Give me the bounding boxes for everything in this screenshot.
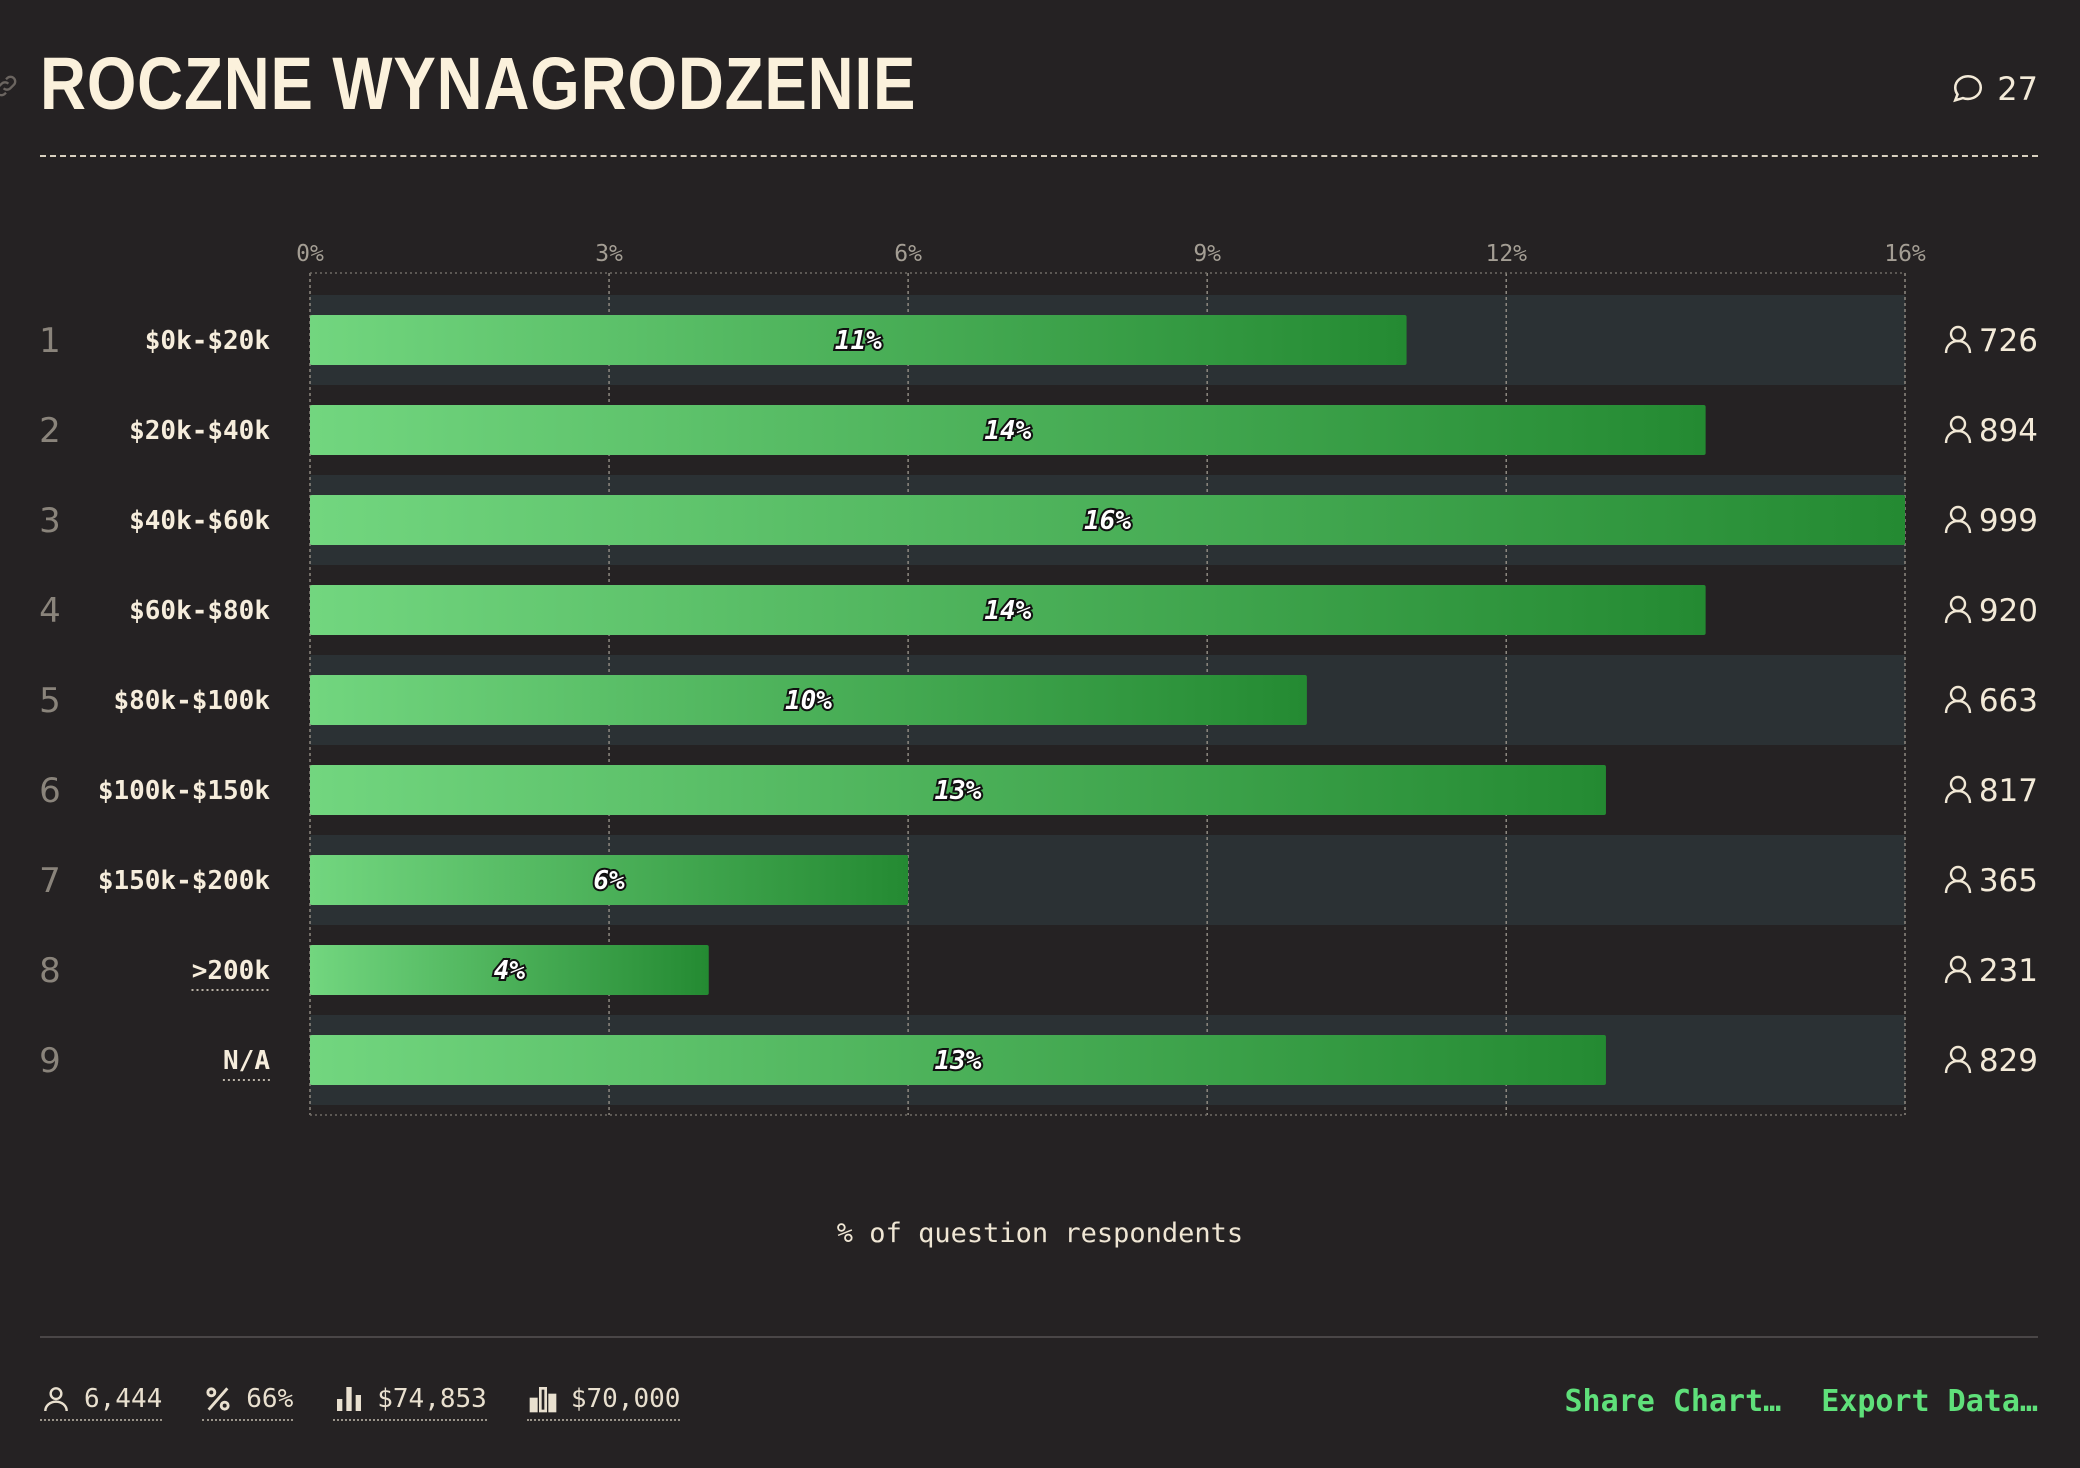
category-label: $0k-$20k	[145, 326, 271, 356]
x-axis-title: % of question respondents	[836, 1218, 1244, 1249]
person-icon	[44, 1387, 68, 1412]
percent-icon	[206, 1387, 230, 1411]
category-label: N/A	[223, 1046, 270, 1076]
share-chart-button[interactable]: Share Chart…	[1564, 1384, 1782, 1419]
row-rank: 2	[39, 411, 61, 451]
row-rank: 8	[39, 951, 61, 991]
row-rank: 4	[39, 591, 61, 631]
respondent-count: 894	[1979, 413, 2038, 449]
x-tick-label-top: 0%	[296, 241, 324, 267]
category-label: $100k-$150k	[98, 776, 271, 806]
respondent-count: 231	[1979, 953, 2038, 989]
stat-percent[interactable]: 66%	[202, 1383, 294, 1421]
stat-value: $74,853	[377, 1384, 487, 1414]
bar	[310, 1035, 1606, 1085]
bar-value-label: 13%	[934, 776, 981, 806]
person-icon	[1949, 775, 1967, 793]
category-label: $60k-$80k	[129, 596, 270, 626]
person-icon	[1944, 789, 1972, 804]
bar-chart: 0%0%3%3%6%6%9%9%12%12%16%16%1$0k-$20k11%…	[39, 241, 2038, 1116]
category-label: >200k	[192, 956, 271, 986]
respondent-count: 920	[1979, 593, 2038, 629]
x-tick-label-top: 3%	[595, 241, 623, 267]
stat-respondents[interactable]: 6,444	[40, 1383, 163, 1421]
x-tick-label-top: 16%	[1884, 241, 1926, 267]
bar-value-label: 4%	[494, 956, 526, 986]
respondent-count: 365	[1979, 863, 2038, 899]
person-icon	[1949, 415, 1967, 433]
respondent-count: 663	[1979, 683, 2038, 719]
footer-divider	[40, 1336, 2038, 1338]
person-icon	[1949, 505, 1967, 523]
person-icon	[1944, 519, 1972, 534]
category-label: $40k-$60k	[129, 506, 270, 536]
export-data-button[interactable]: Export Data…	[1821, 1384, 2038, 1419]
bar	[310, 765, 1606, 815]
stat-mean[interactable]: $74,853	[333, 1383, 487, 1421]
median-chart-icon	[529, 1387, 557, 1413]
bar-value-label: 16%	[1084, 506, 1131, 536]
comment-icon	[1953, 74, 1983, 103]
chart-title: ROCZNE WYNAGRODZENIE	[40, 42, 917, 125]
stat-value: $70,000	[570, 1384, 681, 1414]
person-icon	[1949, 595, 1967, 613]
bar	[310, 405, 1706, 455]
title-divider	[40, 155, 2038, 157]
person-icon	[1949, 1045, 1967, 1063]
category-label: $80k-$100k	[113, 686, 270, 716]
row-rank: 9	[39, 1041, 61, 1081]
bar	[310, 585, 1706, 635]
bar-value-label: 10%	[785, 686, 832, 716]
respondent-count: 999	[1979, 503, 2038, 539]
respondent-count: 817	[1979, 773, 2038, 809]
person-icon	[1944, 879, 1972, 894]
bar	[310, 315, 1407, 365]
bar-value-label: 14%	[984, 596, 1031, 626]
bar-value-label: 6%	[593, 866, 625, 896]
stat-median[interactable]: $70,000	[526, 1383, 681, 1421]
x-tick-label-top: 6%	[894, 241, 922, 267]
link-icon[interactable]	[0, 72, 20, 100]
stat-value: 66%	[246, 1384, 294, 1414]
person-icon	[1944, 1059, 1972, 1074]
bar	[310, 675, 1307, 725]
person-icon	[1949, 865, 1967, 883]
person-icon	[1944, 429, 1972, 444]
summary-stats: 6,444 66% $74,853 $70,000	[40, 1383, 681, 1421]
category-label: $20k-$40k	[129, 416, 270, 446]
person-icon	[1944, 699, 1972, 714]
bar	[310, 855, 909, 905]
respondent-count: 829	[1979, 1043, 2038, 1079]
x-tick-label-top: 12%	[1485, 241, 1527, 267]
person-icon	[1944, 969, 1972, 984]
stat-value: 6,444	[84, 1384, 163, 1414]
bar-value-label: 11%	[835, 326, 882, 356]
mean-chart-icon	[337, 1387, 362, 1411]
category-label: $150k-$200k	[98, 866, 271, 896]
bar	[310, 495, 1905, 545]
person-icon	[1944, 609, 1972, 624]
row-rank: 3	[39, 501, 61, 541]
respondent-count: 726	[1979, 323, 2038, 359]
person-icon	[1949, 325, 1967, 343]
comment-count: 27	[1997, 70, 2038, 108]
row-rank: 1	[39, 321, 61, 361]
chart-actions: Share Chart… Export Data…	[1565, 1384, 2039, 1419]
comments-button[interactable]: 27	[1951, 70, 2038, 108]
row-rank: 6	[39, 771, 61, 811]
bar-value-label: 13%	[934, 1046, 981, 1076]
row-rank: 7	[39, 861, 61, 901]
row-rank: 5	[39, 681, 61, 721]
x-tick-label-top: 9%	[1193, 241, 1221, 267]
person-icon	[1949, 955, 1967, 973]
person-icon	[1944, 339, 1972, 354]
person-icon	[1949, 685, 1967, 703]
bar-value-label: 14%	[984, 416, 1031, 446]
bar	[310, 945, 709, 995]
